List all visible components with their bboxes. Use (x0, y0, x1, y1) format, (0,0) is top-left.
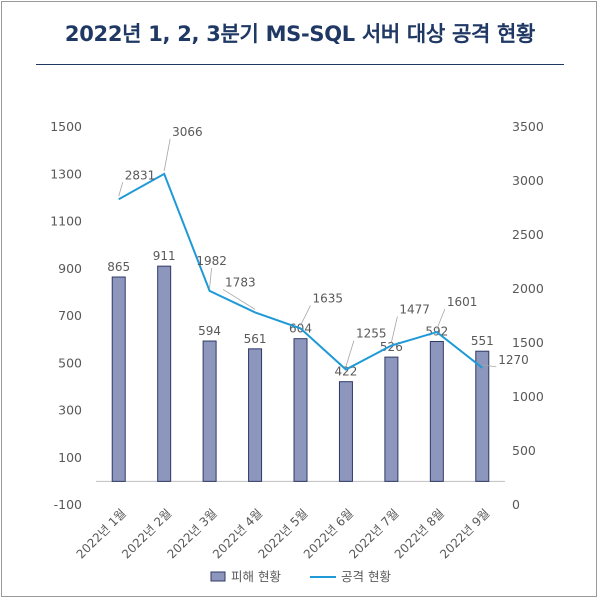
bar-series (111, 265, 490, 482)
legend-bar-label: 피해 현황 (231, 569, 281, 584)
line-data-label: 1270 (498, 353, 529, 367)
bar (384, 356, 399, 482)
right-tick-label: 2000 (512, 281, 544, 296)
left-tick-label: 1100 (50, 214, 82, 229)
line-data-label: 1982 (196, 254, 227, 268)
left-tick-label: -100 (54, 497, 82, 512)
right-axis: 0 500 1000 1500 2000 2500 3000 3500 (512, 119, 544, 512)
line-data-label: 3066 (172, 125, 203, 139)
line-series (118, 172, 483, 371)
legend-bar-swatch (210, 571, 226, 582)
bar (338, 381, 353, 482)
label-leader (163, 138, 171, 171)
left-tick-label: 700 (58, 308, 82, 323)
label-leader (436, 308, 446, 330)
line-label-leaders (118, 138, 497, 368)
label-leader (482, 364, 497, 368)
bar (248, 348, 263, 482)
label-leader (209, 267, 213, 288)
right-tick-label: 0 (512, 497, 520, 512)
left-tick-label: 1500 (50, 119, 82, 134)
bar-data-label: 561 (244, 332, 267, 346)
bar-data-label: 551 (471, 334, 494, 348)
bar-data-label: 422 (334, 365, 357, 379)
chart-title: 2022년 1, 2, 3분기 MS-SQL 서버 대상 공격 현황 (64, 22, 536, 46)
left-axis: -100 100 300 500 700 900 1100 1300 1500 (50, 119, 82, 512)
line-data-label: 1601 (447, 295, 478, 309)
line-data-label: 2831 (125, 168, 156, 182)
right-tick-label: 2500 (512, 227, 544, 242)
label-leader (345, 340, 355, 367)
bar (111, 276, 126, 482)
title-divider (36, 64, 564, 65)
legend-line-label: 공격 현황 (341, 569, 391, 584)
line-data-label: 1477 (399, 302, 430, 316)
bar (202, 340, 217, 482)
bar-data-label: 594 (198, 324, 221, 338)
right-tick-label: 1500 (512, 335, 544, 350)
label-leader (300, 305, 311, 326)
line-data-label: 1635 (313, 291, 344, 305)
right-tick-label: 3500 (512, 119, 544, 134)
bar-data-label: 865 (107, 260, 130, 274)
right-tick-label: 3000 (512, 173, 544, 188)
label-leader (390, 316, 398, 343)
bar (157, 265, 172, 482)
label-leader (118, 182, 124, 197)
right-tick-label: 1000 (512, 389, 544, 404)
legend: 피해 현황 공격 현황 (210, 569, 391, 584)
left-tick-label: 100 (58, 450, 82, 465)
line-data-label: 1255 (356, 326, 387, 340)
bar (475, 350, 490, 482)
left-tick-label: 300 (58, 403, 82, 418)
label-leader (222, 289, 256, 310)
left-tick-label: 500 (58, 355, 82, 370)
line-data-labels: 2831 3066 1982 1783 1635 1255 1477 1601 1270 (125, 125, 529, 367)
bar-data-label: 911 (153, 249, 176, 263)
left-tick-label: 1300 (50, 166, 82, 181)
line-data-label: 1783 (225, 275, 256, 289)
left-tick-label: 900 (58, 261, 82, 276)
bar (429, 341, 444, 482)
x-tick-label: 2022년 9월 (437, 506, 492, 561)
bar (293, 338, 308, 482)
right-tick-label: 500 (512, 443, 536, 458)
